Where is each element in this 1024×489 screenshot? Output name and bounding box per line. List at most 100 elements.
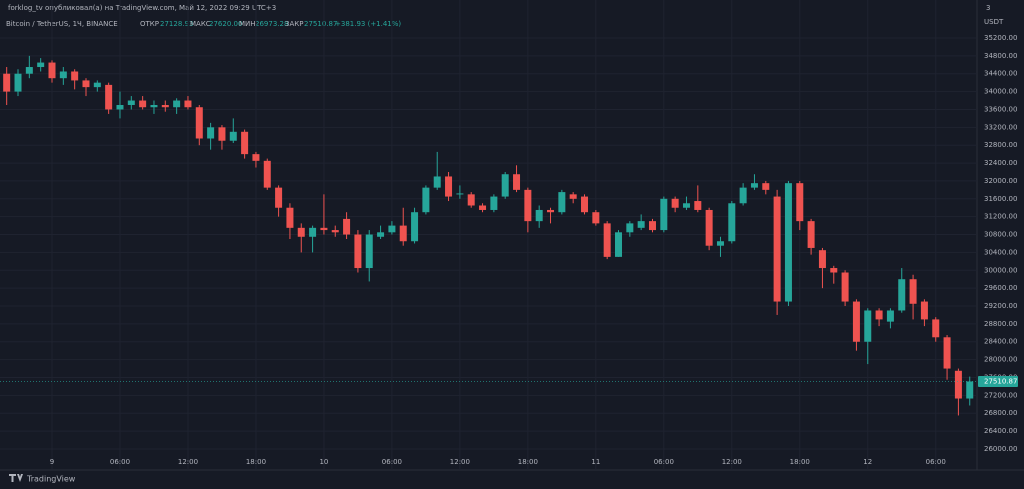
candle-body: [660, 198, 668, 231]
candle-body: [886, 310, 894, 322]
y-tick-label: 29600.00: [984, 284, 1017, 292]
y-tick-label: 34400.00: [984, 70, 1017, 78]
y-tick-label: 26400.00: [984, 427, 1017, 435]
low-label: МИН: [239, 20, 256, 28]
grid: [0, 0, 977, 470]
candle-body: [637, 221, 645, 228]
candle-body: [127, 100, 135, 105]
candle-body: [252, 154, 260, 161]
candle-body: [456, 193, 464, 195]
candle-body: [818, 250, 826, 269]
candle-body: [716, 241, 724, 246]
candle-body: [558, 192, 566, 213]
candle-body: [705, 209, 713, 246]
candle-body: [388, 225, 396, 233]
x-tick-label: 18:00: [790, 458, 810, 466]
close-label: ЗАКР: [285, 20, 303, 28]
candle-body: [807, 221, 815, 248]
candle-body: [218, 127, 226, 141]
y-tick-label: 30800.00: [984, 231, 1017, 239]
candle-body: [694, 201, 702, 210]
y-tick-label: 30000.00: [984, 266, 1017, 274]
candle-body: [82, 80, 90, 88]
candle-body: [479, 205, 487, 210]
candle-body: [875, 310, 883, 320]
x-tick-label: 10: [319, 458, 328, 466]
candle-body: [309, 227, 317, 237]
candle-body: [37, 62, 45, 68]
candle-body: [864, 310, 872, 342]
y-tick-label: 34000.00: [984, 88, 1017, 96]
y-tick-label: 32800.00: [984, 141, 1017, 149]
candle-body: [297, 227, 305, 237]
candle-body: [682, 203, 690, 208]
candle-body: [286, 207, 294, 228]
x-tick-label: 12:00: [722, 458, 742, 466]
candle-body: [331, 230, 339, 233]
high-label: МАКС: [190, 20, 211, 28]
low-value: 26973.28: [255, 20, 288, 28]
candle-body: [207, 127, 215, 139]
candle-body: [105, 84, 113, 110]
publisher: forklog_tv опубликовал(а) на TradingView…: [8, 4, 276, 12]
last-price-box: [978, 375, 1018, 387]
x-tick-label: 12:00: [450, 458, 470, 466]
y-tick-label: 30400.00: [984, 248, 1017, 256]
x-tick-label: 11: [591, 458, 600, 466]
candle-body: [920, 301, 928, 320]
y-tick-label: 31600.00: [984, 195, 1017, 203]
symbol: Bitcoin / TetherUS, 1Ч, BINANCE: [6, 20, 118, 28]
candle-body: [603, 223, 611, 257]
candle-body: [966, 381, 974, 399]
candle-body: [150, 104, 158, 108]
candle-body: [365, 234, 373, 269]
candle-body: [161, 104, 169, 108]
x-tick-label: 18:00: [246, 458, 266, 466]
candle-body: [490, 196, 498, 210]
open-value: 27128.93: [160, 20, 193, 28]
y-tick-label: 27200.00: [984, 391, 1017, 399]
candle-body: [59, 71, 67, 79]
candle-body: [71, 71, 79, 81]
candle-body: [445, 176, 453, 197]
x-tick-label: 06:00: [382, 458, 402, 466]
candle-body: [173, 100, 181, 108]
last-price-label: 27510.87: [984, 377, 1017, 385]
candle-body: [93, 82, 101, 88]
candle-body: [841, 272, 849, 302]
open-label: ОТКР: [140, 20, 159, 28]
y-tick-label: 33200.00: [984, 123, 1017, 131]
candle-body: [377, 232, 385, 237]
candle-body: [739, 187, 747, 204]
candle-body: [569, 194, 577, 199]
candle-body: [524, 189, 532, 222]
candle-body: [615, 232, 622, 257]
candle-body: [784, 183, 792, 302]
y-tick-label: 35200.00: [984, 34, 1017, 42]
candle-body: [626, 223, 634, 233]
candle-body: [320, 227, 328, 231]
candle-body: [648, 221, 656, 231]
y-tick-label: 26800.00: [984, 409, 1017, 417]
candle-body: [513, 174, 521, 190]
y-tick-label: 28800.00: [984, 320, 1017, 328]
x-tick-label: 06:00: [654, 458, 674, 466]
x-tick-label: 18:00: [518, 458, 538, 466]
candle-body: [592, 212, 600, 224]
candle-body: [932, 319, 940, 338]
candle-body: [354, 234, 362, 269]
candle-body: [728, 203, 736, 242]
candle-body: [25, 67, 33, 74]
x-tick-label: 12:00: [178, 458, 198, 466]
currency: USDT: [984, 18, 1004, 26]
y-tick-label: 33600.00: [984, 105, 1017, 113]
x-tick-label: 06:00: [110, 458, 130, 466]
y-tick-label: 29200.00: [984, 302, 1017, 310]
brand: TradingView: [26, 475, 76, 484]
candle-body: [671, 198, 679, 208]
y-tick-label: 32000.00: [984, 177, 1017, 185]
candle-body: [116, 104, 124, 110]
